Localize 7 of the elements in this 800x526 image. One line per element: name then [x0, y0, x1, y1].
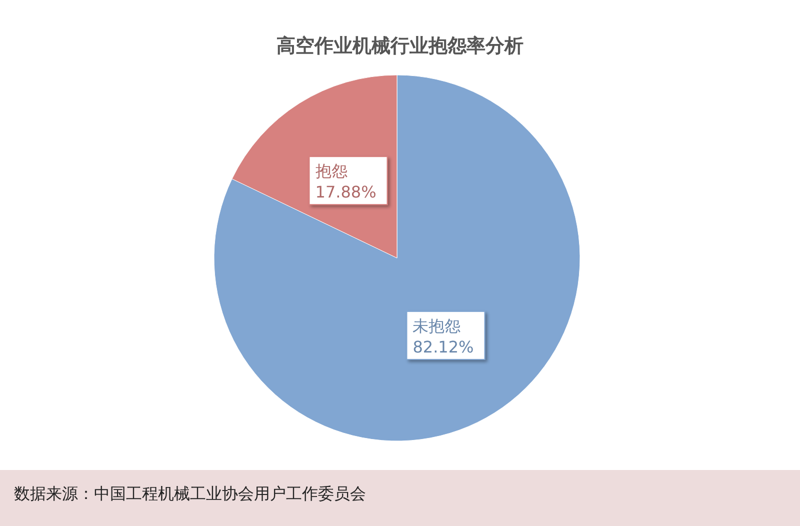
data-label: 82.12% — [412, 337, 474, 356]
data-label: 17.88% — [315, 182, 376, 202]
pie-slice — [214, 74, 580, 442]
slice-label: 抱怨 — [315, 162, 348, 181]
source-note: 数据来源：中国工程机械工业协会用户工作委员会 — [14, 484, 366, 503]
chart-title: 高空作业机械行业抱怨率分析 — [276, 35, 524, 57]
slice-label: 未抱怨 — [412, 316, 461, 336]
